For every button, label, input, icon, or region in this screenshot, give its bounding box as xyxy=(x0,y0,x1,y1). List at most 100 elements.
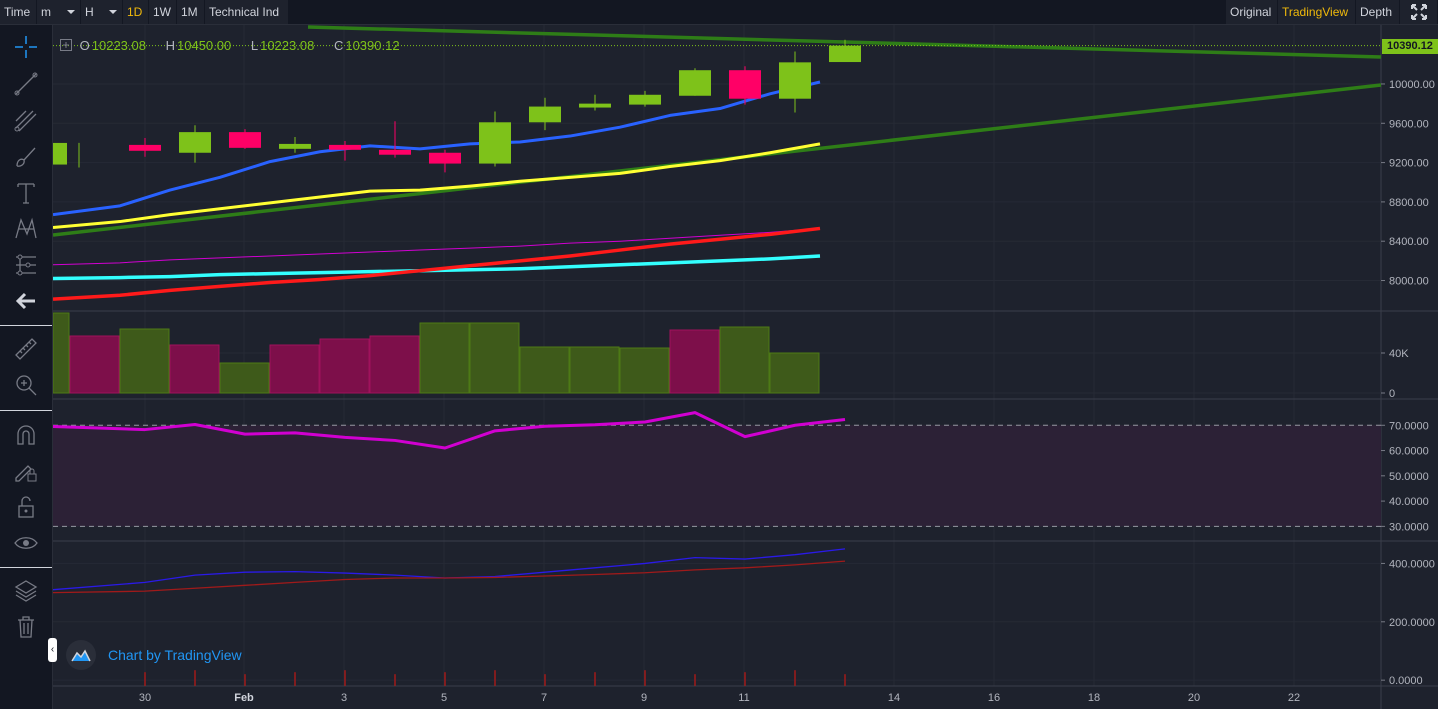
interval-1d[interactable]: 1D xyxy=(123,0,149,24)
ohlc-high-value: 10450.00 xyxy=(177,38,232,53)
chart-marks xyxy=(53,39,1381,686)
top-toolbar: Time m H 1D 1W 1M Technical Ind Original… xyxy=(0,0,1438,25)
ohlc-close-label: C xyxy=(333,38,344,53)
axis-tick-label: 8800.00 xyxy=(1389,197,1429,209)
candle-body xyxy=(379,149,411,155)
ohlc-low: L 10223.08 xyxy=(251,38,322,53)
volume-bar xyxy=(69,335,120,394)
technical-indicators-button[interactable]: Technical Ind xyxy=(205,0,289,24)
time-axis-label: 20 xyxy=(1188,692,1200,704)
candle-body xyxy=(729,70,761,99)
candle-body xyxy=(629,94,661,105)
volume-bar xyxy=(369,335,420,394)
chevron-left-icon: ‹ xyxy=(50,644,55,655)
prediction-icon[interactable] xyxy=(13,252,39,278)
layers-icon[interactable] xyxy=(13,578,39,604)
candle-body xyxy=(779,62,811,99)
fullscreen-button[interactable] xyxy=(1400,0,1438,24)
tradingview-watermark[interactable]: Chart by TradingView xyxy=(66,640,242,670)
volume-bar xyxy=(269,344,320,394)
time-axis-label: 5 xyxy=(441,692,447,704)
collapse-toolbar-button[interactable]: ‹ xyxy=(48,638,57,662)
drawing-toolbar xyxy=(0,25,53,709)
rsi-line xyxy=(53,411,846,450)
hour-select[interactable]: H xyxy=(81,0,123,24)
chevron-down-icon xyxy=(109,10,117,14)
time-axis-label: 3 xyxy=(341,692,347,704)
time-axis-label: 14 xyxy=(888,692,900,704)
minute-select[interactable]: m xyxy=(37,0,81,24)
time-axis-label: Feb xyxy=(234,692,254,704)
ohlc-low-label: L xyxy=(250,38,259,53)
ohlc-open-value: 10223.08 xyxy=(91,38,146,53)
time-axis-label: 7 xyxy=(541,692,547,704)
crosshair-icon[interactable] xyxy=(13,34,39,60)
text-icon[interactable] xyxy=(13,180,39,206)
ohlc-close-value: 10390.12 xyxy=(345,38,400,53)
axis-tick-label: 8000.00 xyxy=(1389,276,1429,288)
candle-body xyxy=(679,70,711,96)
candle-body xyxy=(279,143,311,149)
volume-bar xyxy=(169,344,220,394)
volume-bar xyxy=(469,322,520,394)
time-axis-label: 11 xyxy=(738,692,749,704)
interval-1m[interactable]: 1M xyxy=(177,0,205,24)
volume-bar xyxy=(769,352,820,394)
ohlc-legend: O 10223.08 H 10450.00 L 10223.08 C 10390.12 xyxy=(60,38,416,53)
lock-draw-icon[interactable] xyxy=(13,458,39,484)
axis-tick-label: 0 xyxy=(1389,388,1395,400)
candle-body xyxy=(429,152,461,164)
volume-bar xyxy=(119,328,170,394)
time-axis-label: 9 xyxy=(641,692,647,704)
candle-body xyxy=(229,132,261,148)
axis-tick-label: 60.0000 xyxy=(1389,446,1429,458)
axis-tick-label: 9200.00 xyxy=(1389,158,1429,170)
ohlc-open: O 10223.08 xyxy=(80,38,154,53)
view-depth[interactable]: Depth xyxy=(1356,0,1400,24)
trash-icon[interactable] xyxy=(13,614,39,640)
time-button[interactable]: Time xyxy=(0,0,37,24)
unlock-icon[interactable] xyxy=(13,494,39,520)
ohlc-high-label: H xyxy=(165,38,175,53)
view-original[interactable]: Original xyxy=(1226,0,1278,24)
rsi-band xyxy=(53,424,1381,527)
minute-select-label: m xyxy=(41,5,51,19)
pattern-icon[interactable] xyxy=(13,216,39,242)
back-arrow-icon[interactable] xyxy=(13,288,39,314)
chevron-down-icon xyxy=(67,10,75,14)
volume-bar xyxy=(219,362,270,394)
ruler-icon[interactable] xyxy=(13,336,39,362)
candle-body xyxy=(329,144,361,150)
price-chart[interactable]: 10000.00 9600.00 9200.00 8800.00 8400.00 8000… xyxy=(53,25,1438,709)
interval-1w[interactable]: 1W xyxy=(149,0,177,24)
brush-icon[interactable] xyxy=(13,144,39,170)
axis-tick-label: 40K xyxy=(1389,348,1409,360)
fib-icon[interactable] xyxy=(13,108,39,134)
time-axis-label: 22 xyxy=(1288,692,1300,704)
price-axes: 10000.00 9600.00 9200.00 8800.00 8400.00 8000… xyxy=(139,79,1435,704)
magnet-icon[interactable] xyxy=(13,422,39,448)
axis-tick-label: 200.0000 xyxy=(1389,617,1435,629)
tradingview-logo-icon xyxy=(66,640,96,670)
zoom-in-icon[interactable] xyxy=(13,372,39,398)
view-tradingview[interactable]: TradingView xyxy=(1278,0,1356,24)
moving-average-line-1 xyxy=(53,142,821,229)
last-price-tag: 10390.12 xyxy=(1382,39,1438,54)
ohlc-close: C 10390.12 xyxy=(334,38,408,53)
moving-average-line-2 xyxy=(53,226,821,301)
moving-average-line-0 xyxy=(53,80,821,217)
hour-select-label: H xyxy=(85,5,94,19)
trendline-icon[interactable] xyxy=(13,71,39,97)
oscillator-line-1 xyxy=(53,560,846,594)
time-axis-label: 18 xyxy=(1088,692,1100,704)
eye-icon[interactable] xyxy=(13,530,39,556)
volume-bar xyxy=(569,346,620,394)
candle-body xyxy=(829,45,861,63)
volume-bar xyxy=(319,338,370,394)
candle-body xyxy=(479,122,511,164)
axis-tick-label: 0.0000 xyxy=(1389,675,1423,687)
plus-box-icon[interactable] xyxy=(60,39,72,51)
candle-body xyxy=(579,103,611,108)
axis-tick-label: 400.0000 xyxy=(1389,558,1435,570)
volume-bar xyxy=(669,329,720,394)
